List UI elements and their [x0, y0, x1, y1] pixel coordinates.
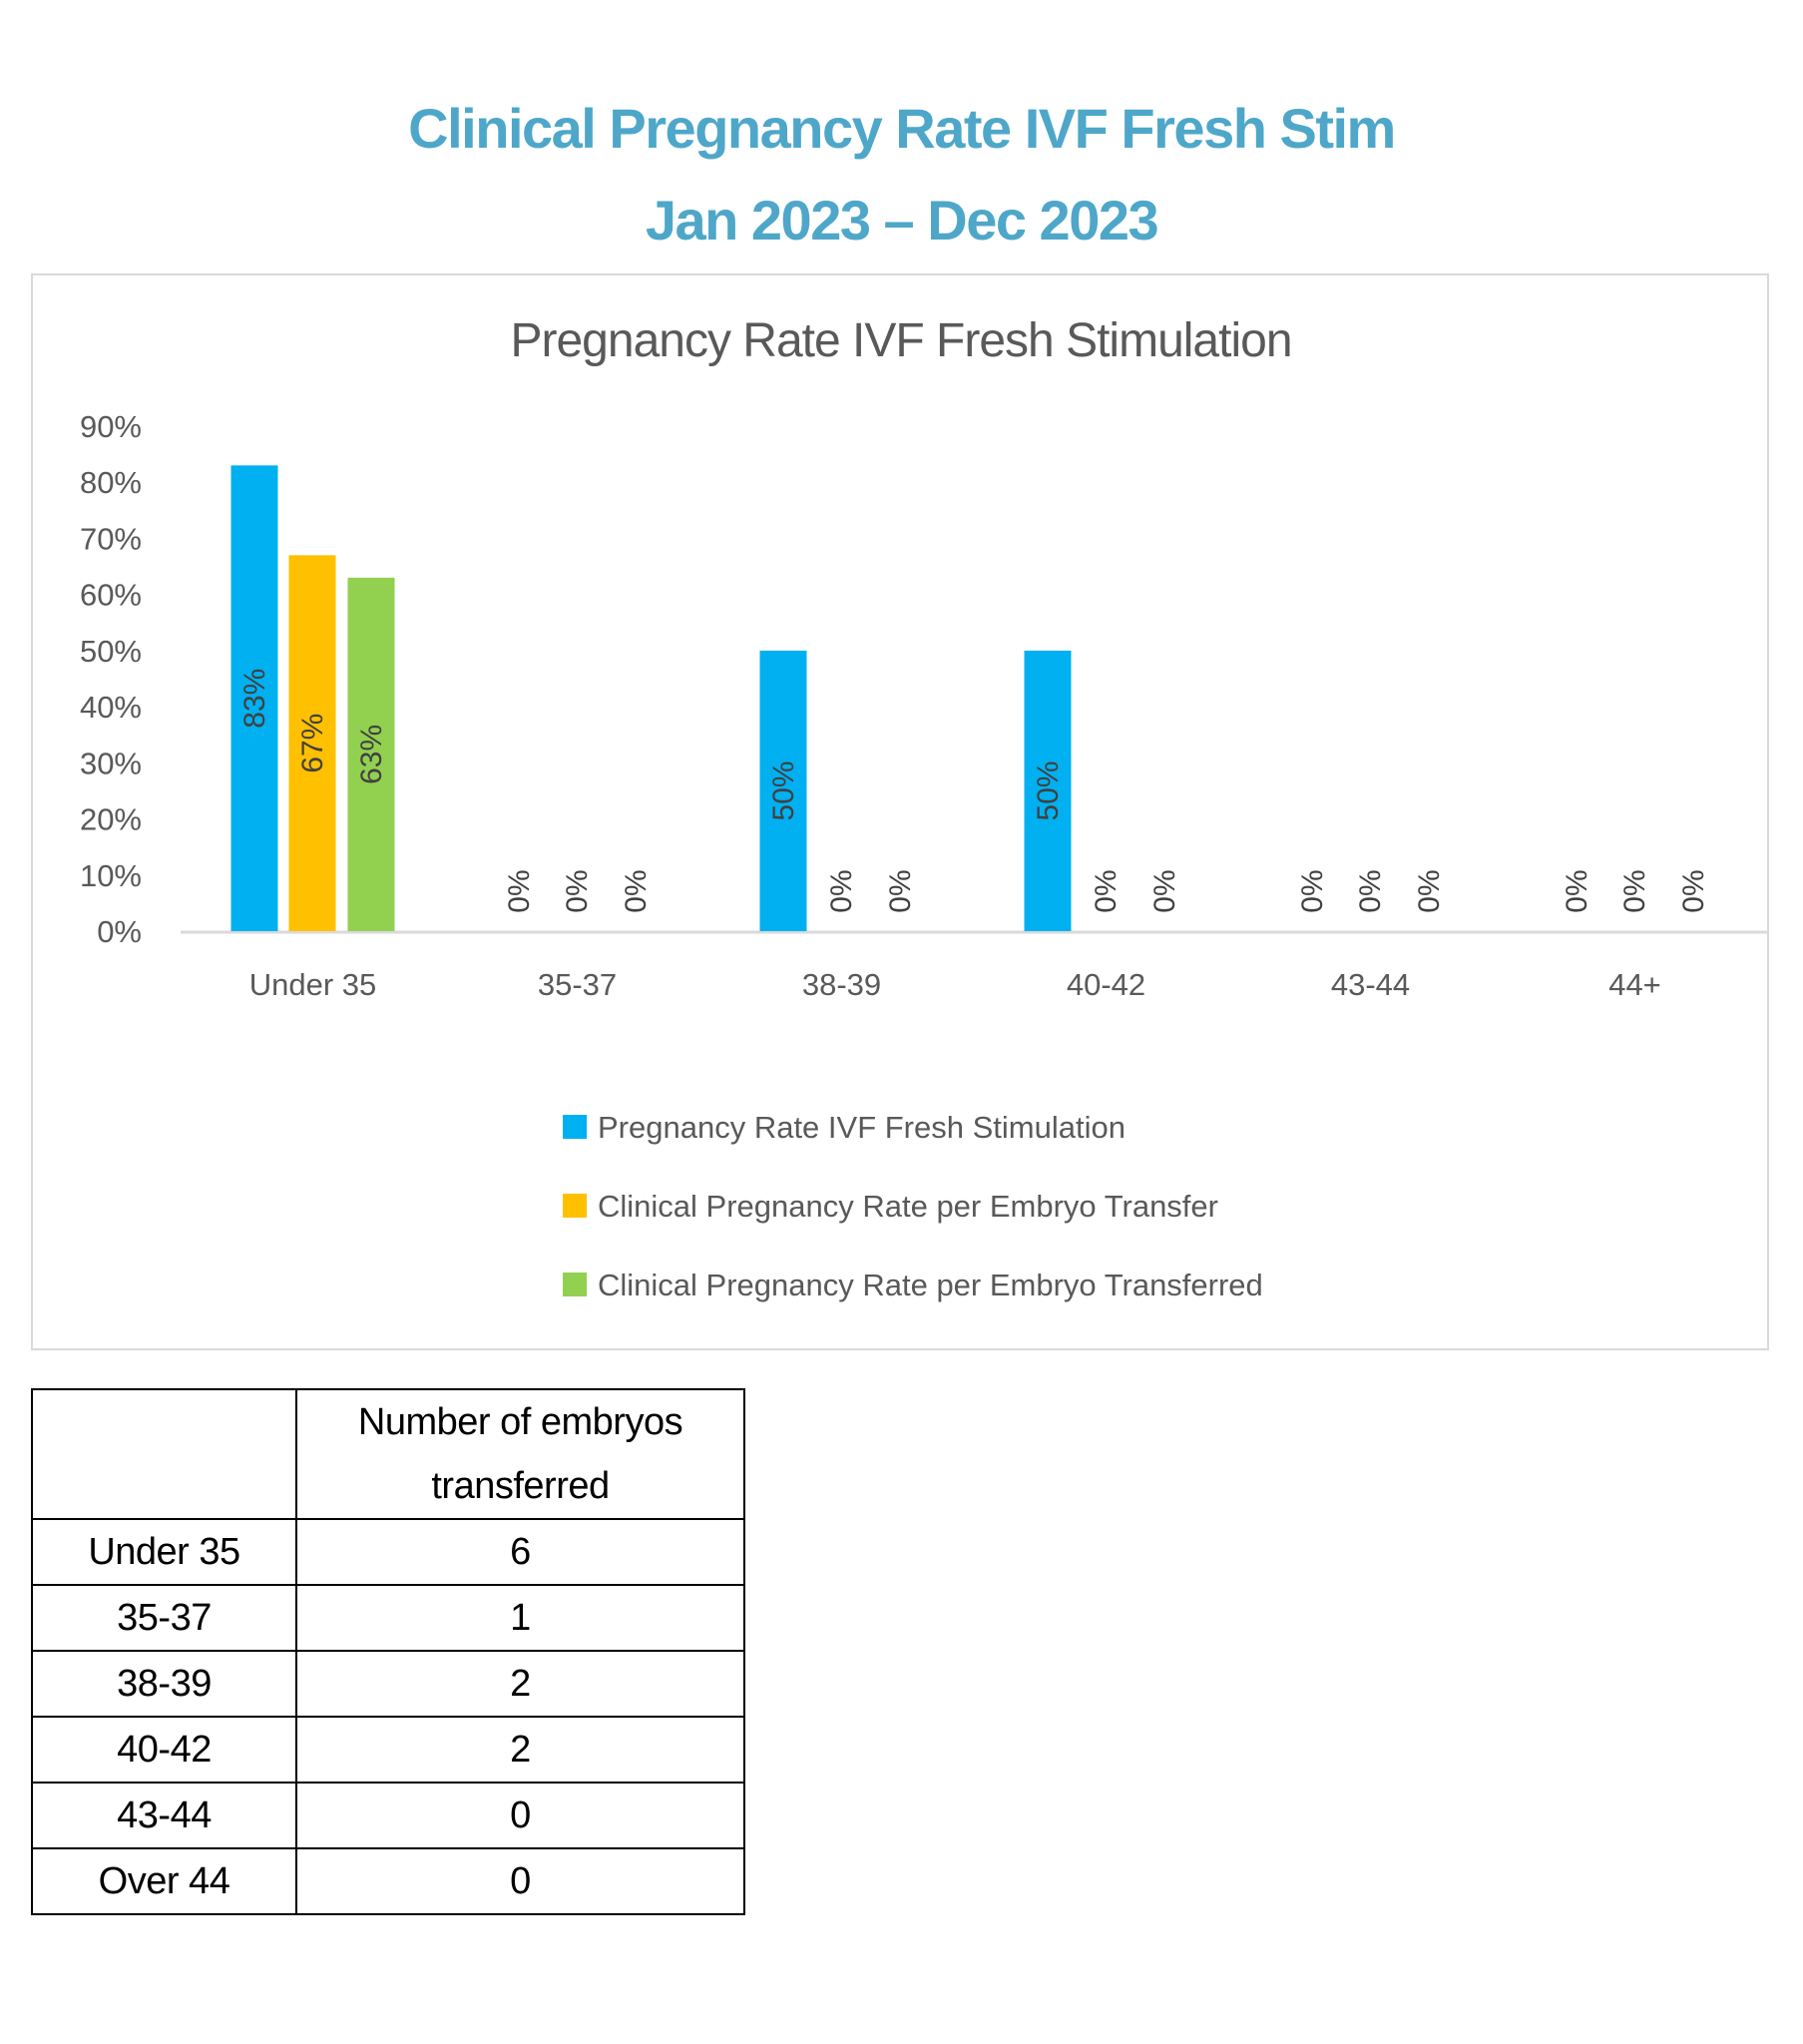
data-label: 0%	[1413, 869, 1446, 912]
table-row: Over 44 0	[31, 1847, 745, 1915]
table-row: 40-42 2	[31, 1716, 745, 1784]
x-tick-label: 40-42	[1067, 967, 1145, 1002]
data-label: 83%	[238, 669, 271, 729]
y-tick-label: 50%	[80, 634, 142, 669]
y-tick-label: 60%	[80, 578, 142, 613]
bar-3	[347, 577, 395, 931]
age-group-cell: 43-44	[31, 1782, 297, 1849]
bar-1	[759, 650, 807, 931]
table-row: 38-39 2	[31, 1650, 745, 1718]
bar-2	[288, 555, 336, 931]
chart-title: Pregnancy Rate IVF Fresh Stimulation	[510, 314, 1291, 367]
data-label: 63%	[355, 725, 388, 784]
legend-swatch-2	[563, 1194, 587, 1218]
legend-swatch-1	[563, 1115, 587, 1139]
table-header-row: Number of embryos transferred	[31, 1388, 745, 1520]
y-tick-label: 30%	[80, 746, 142, 780]
bar-1	[230, 465, 278, 931]
y-tick-label: 90%	[80, 409, 142, 444]
embryo-count-cell: 0	[295, 1847, 745, 1915]
data-label: 0%	[1561, 869, 1593, 912]
embryo-count-cell: 1	[295, 1584, 745, 1652]
data-label: 0%	[825, 869, 858, 912]
table-row: 43-44 0	[31, 1782, 745, 1849]
y-tick-label: 70%	[80, 521, 142, 556]
legend-label: Clinical Pregnancy Rate per Embryo Trans…	[598, 1268, 1263, 1302]
embryo-count-cell: 2	[295, 1650, 745, 1718]
data-label: 0%	[620, 869, 653, 912]
embryo-count-cell: 6	[295, 1518, 745, 1586]
y-tick-label: 10%	[80, 858, 142, 893]
page-subtitle-date-range: Jan 2023 – Dec 2023	[645, 189, 1159, 252]
age-group-cell: Over 44	[31, 1847, 297, 1915]
embryos-table: Number of embryos transferred Under 35 6 3…	[31, 1388, 745, 1915]
age-group-cell: 40-42	[31, 1716, 297, 1784]
data-label: 0%	[884, 869, 917, 912]
data-label: 0%	[1677, 869, 1710, 912]
y-tick-label: 80%	[80, 465, 142, 500]
x-tick-label: 43-44	[1331, 967, 1410, 1002]
y-tick-label: 0%	[97, 914, 142, 949]
chart-container	[31, 273, 1769, 1350]
bar-chart: Pregnancy Rate IVF Fresh Stimulation 0% 10…	[80, 314, 1767, 1302]
data-label: 67%	[296, 714, 329, 773]
x-tick-label: Under 35	[249, 967, 377, 1002]
x-tick-label: 44+	[1608, 967, 1661, 1002]
age-group-cell: 35-37	[31, 1584, 297, 1652]
age-group-cell: Under 35	[31, 1518, 297, 1586]
legend-label: Pregnancy Rate IVF Fresh Stimulation	[598, 1110, 1126, 1145]
legend-swatch-3	[563, 1273, 587, 1296]
x-tick-label: 38-39	[802, 967, 881, 1002]
legend-label: Clinical Pregnancy Rate per Embryo Trans…	[598, 1189, 1218, 1224]
table-row: Under 35 6	[31, 1518, 745, 1586]
y-tick-label: 40%	[80, 690, 142, 725]
y-tick-label: 20%	[80, 802, 142, 837]
data-label: 0%	[1354, 869, 1387, 912]
x-tick-label: 35-37	[538, 967, 617, 1002]
table-header-cell	[31, 1388, 297, 1520]
embryo-count-cell: 2	[295, 1716, 745, 1784]
page-title: Clinical Pregnancy Rate IVF Fresh Stim	[408, 97, 1396, 160]
bar-1	[1024, 650, 1072, 931]
data-label: 0%	[1296, 869, 1329, 912]
data-label: 0%	[1618, 869, 1651, 912]
embryo-count-cell: 0	[295, 1782, 745, 1849]
table-row: 35-37 1	[31, 1584, 745, 1652]
data-label: 50%	[1032, 761, 1065, 820]
table-header-cell: Number of embryos transferred	[295, 1388, 745, 1520]
age-group-cell: 38-39	[31, 1650, 297, 1718]
data-label: 0%	[1148, 869, 1181, 912]
data-label: 0%	[1090, 869, 1123, 912]
data-label: 0%	[503, 869, 536, 912]
data-label: 50%	[767, 761, 800, 820]
data-label: 0%	[561, 869, 594, 912]
